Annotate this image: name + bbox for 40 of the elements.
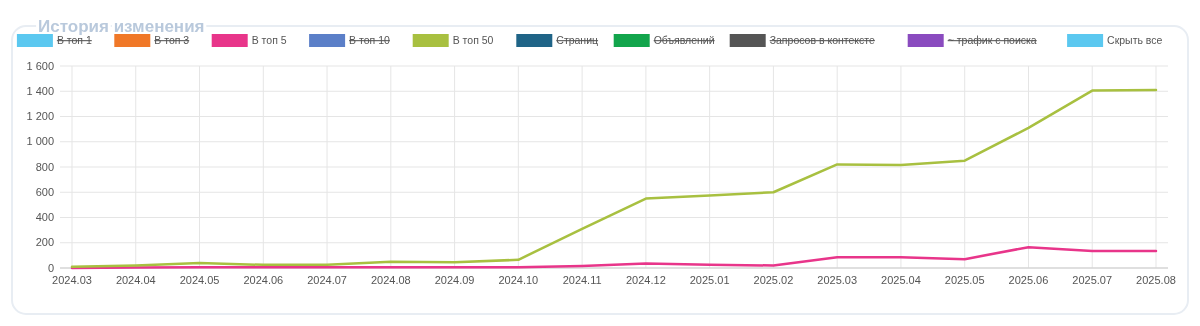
legend-label: В топ 10 [349, 34, 390, 46]
line-series [70, 245, 1158, 270]
x-tick-label: 2024.07 [307, 274, 347, 286]
text: Скрыть все [1107, 34, 1163, 46]
line-series [70, 88, 1158, 268]
x-tick-label: 2024.04 [115, 274, 156, 286]
legend-label: Страниц [556, 34, 599, 46]
x-tick-label: 2025.08 [1136, 274, 1176, 286]
x-tick-label: 2025.03 [817, 274, 858, 286]
legend-label: Объявлений [653, 34, 715, 46]
y-tick-label: 0 [47, 261, 54, 274]
x-tick-label: 2024.05 [179, 274, 220, 286]
x-tick-label: 2024.06 [243, 274, 284, 286]
x-tick-label: 2024.12 [626, 274, 666, 286]
x-tick-label: 2025.05 [944, 274, 985, 286]
y-tick-label: 200 [35, 236, 54, 249]
legend-label: Запросов в контексте [769, 34, 875, 46]
legend-label: В топ 3 [154, 34, 190, 46]
x-tick-label: 2025.01 [689, 274, 730, 286]
y-tick-label: 600 [35, 185, 54, 198]
x-tick-label: 2024.03 [52, 274, 92, 286]
legend-label: В топ 50 [452, 34, 494, 46]
y-tick-label: 1 400 [26, 84, 54, 97]
x-tick-label: 2025.07 [1072, 274, 1113, 286]
x-tick-label: 2025.06 [1008, 274, 1049, 286]
x-tick-label: 2025.02 [753, 274, 794, 286]
y-tick-label: 400 [35, 211, 54, 224]
x-tick-label: 2024.10 [498, 274, 539, 286]
x-tick-label: 2025.04 [881, 274, 921, 286]
y-tick-label: 1 000 [26, 135, 54, 148]
y-tick-label: 1 600 [26, 59, 54, 72]
y-tick-label: 1 200 [26, 110, 54, 123]
x-tick-label: 2024.11 [562, 274, 602, 286]
legend-label: В топ 1 [56, 34, 92, 46]
x-tick-label: 2024.09 [434, 274, 475, 286]
chart-title: История изменения [38, 17, 205, 36]
y-tick-label: 800 [35, 160, 54, 173]
legend-label: В топ 5 [251, 34, 287, 46]
legend-label: ~ трафик с поиска [947, 34, 1037, 46]
x-tick-label: 2024.08 [370, 274, 411, 286]
